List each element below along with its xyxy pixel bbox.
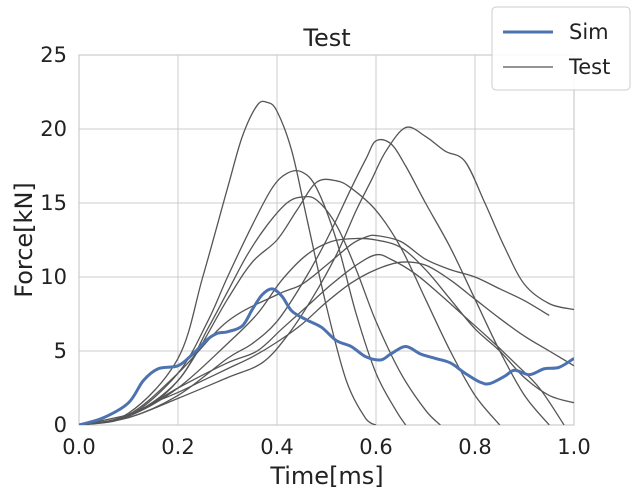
test-curve-6 [79,126,574,425]
chart-title: Test [302,24,350,52]
y-tick-label: 15 [40,191,67,215]
y-tick-label: 10 [40,265,67,289]
x-tick-label: 0.4 [260,435,293,459]
x-axis-ticks: 0.0 0.2 0.4 0.6 0.8 1.0 [62,435,590,459]
test-curve-10 [79,261,574,425]
y-axis-label: Force[kN] [10,182,38,298]
x-axis-label: Time[ms] [269,462,383,490]
test-curve-2 [79,169,407,425]
legend-sim-label: Sim [569,20,609,44]
x-tick-label: 1.0 [557,435,590,459]
x-tick-label: 0.2 [161,435,194,459]
y-tick-label: 5 [54,339,67,363]
test-series [79,100,574,425]
y-tick-label: 25 [40,43,67,67]
legend-test-label: Test [568,55,610,79]
y-tick-label: 0 [54,413,67,437]
y-tick-label: 20 [40,117,67,141]
sim-curve [79,287,574,425]
x-tick-label: 0.8 [458,435,491,459]
sim-series [79,287,574,425]
legend: Sim Test [491,6,631,91]
x-tick-label: 0.0 [62,435,95,459]
grid [78,54,575,426]
x-tick-label: 0.6 [359,435,392,459]
test-curve-1 [79,100,377,425]
y-axis-ticks: 0 5 10 15 20 25 [40,43,67,437]
legend-box [491,6,631,91]
test-curve-9 [79,237,574,425]
test-curve-8 [79,253,565,425]
